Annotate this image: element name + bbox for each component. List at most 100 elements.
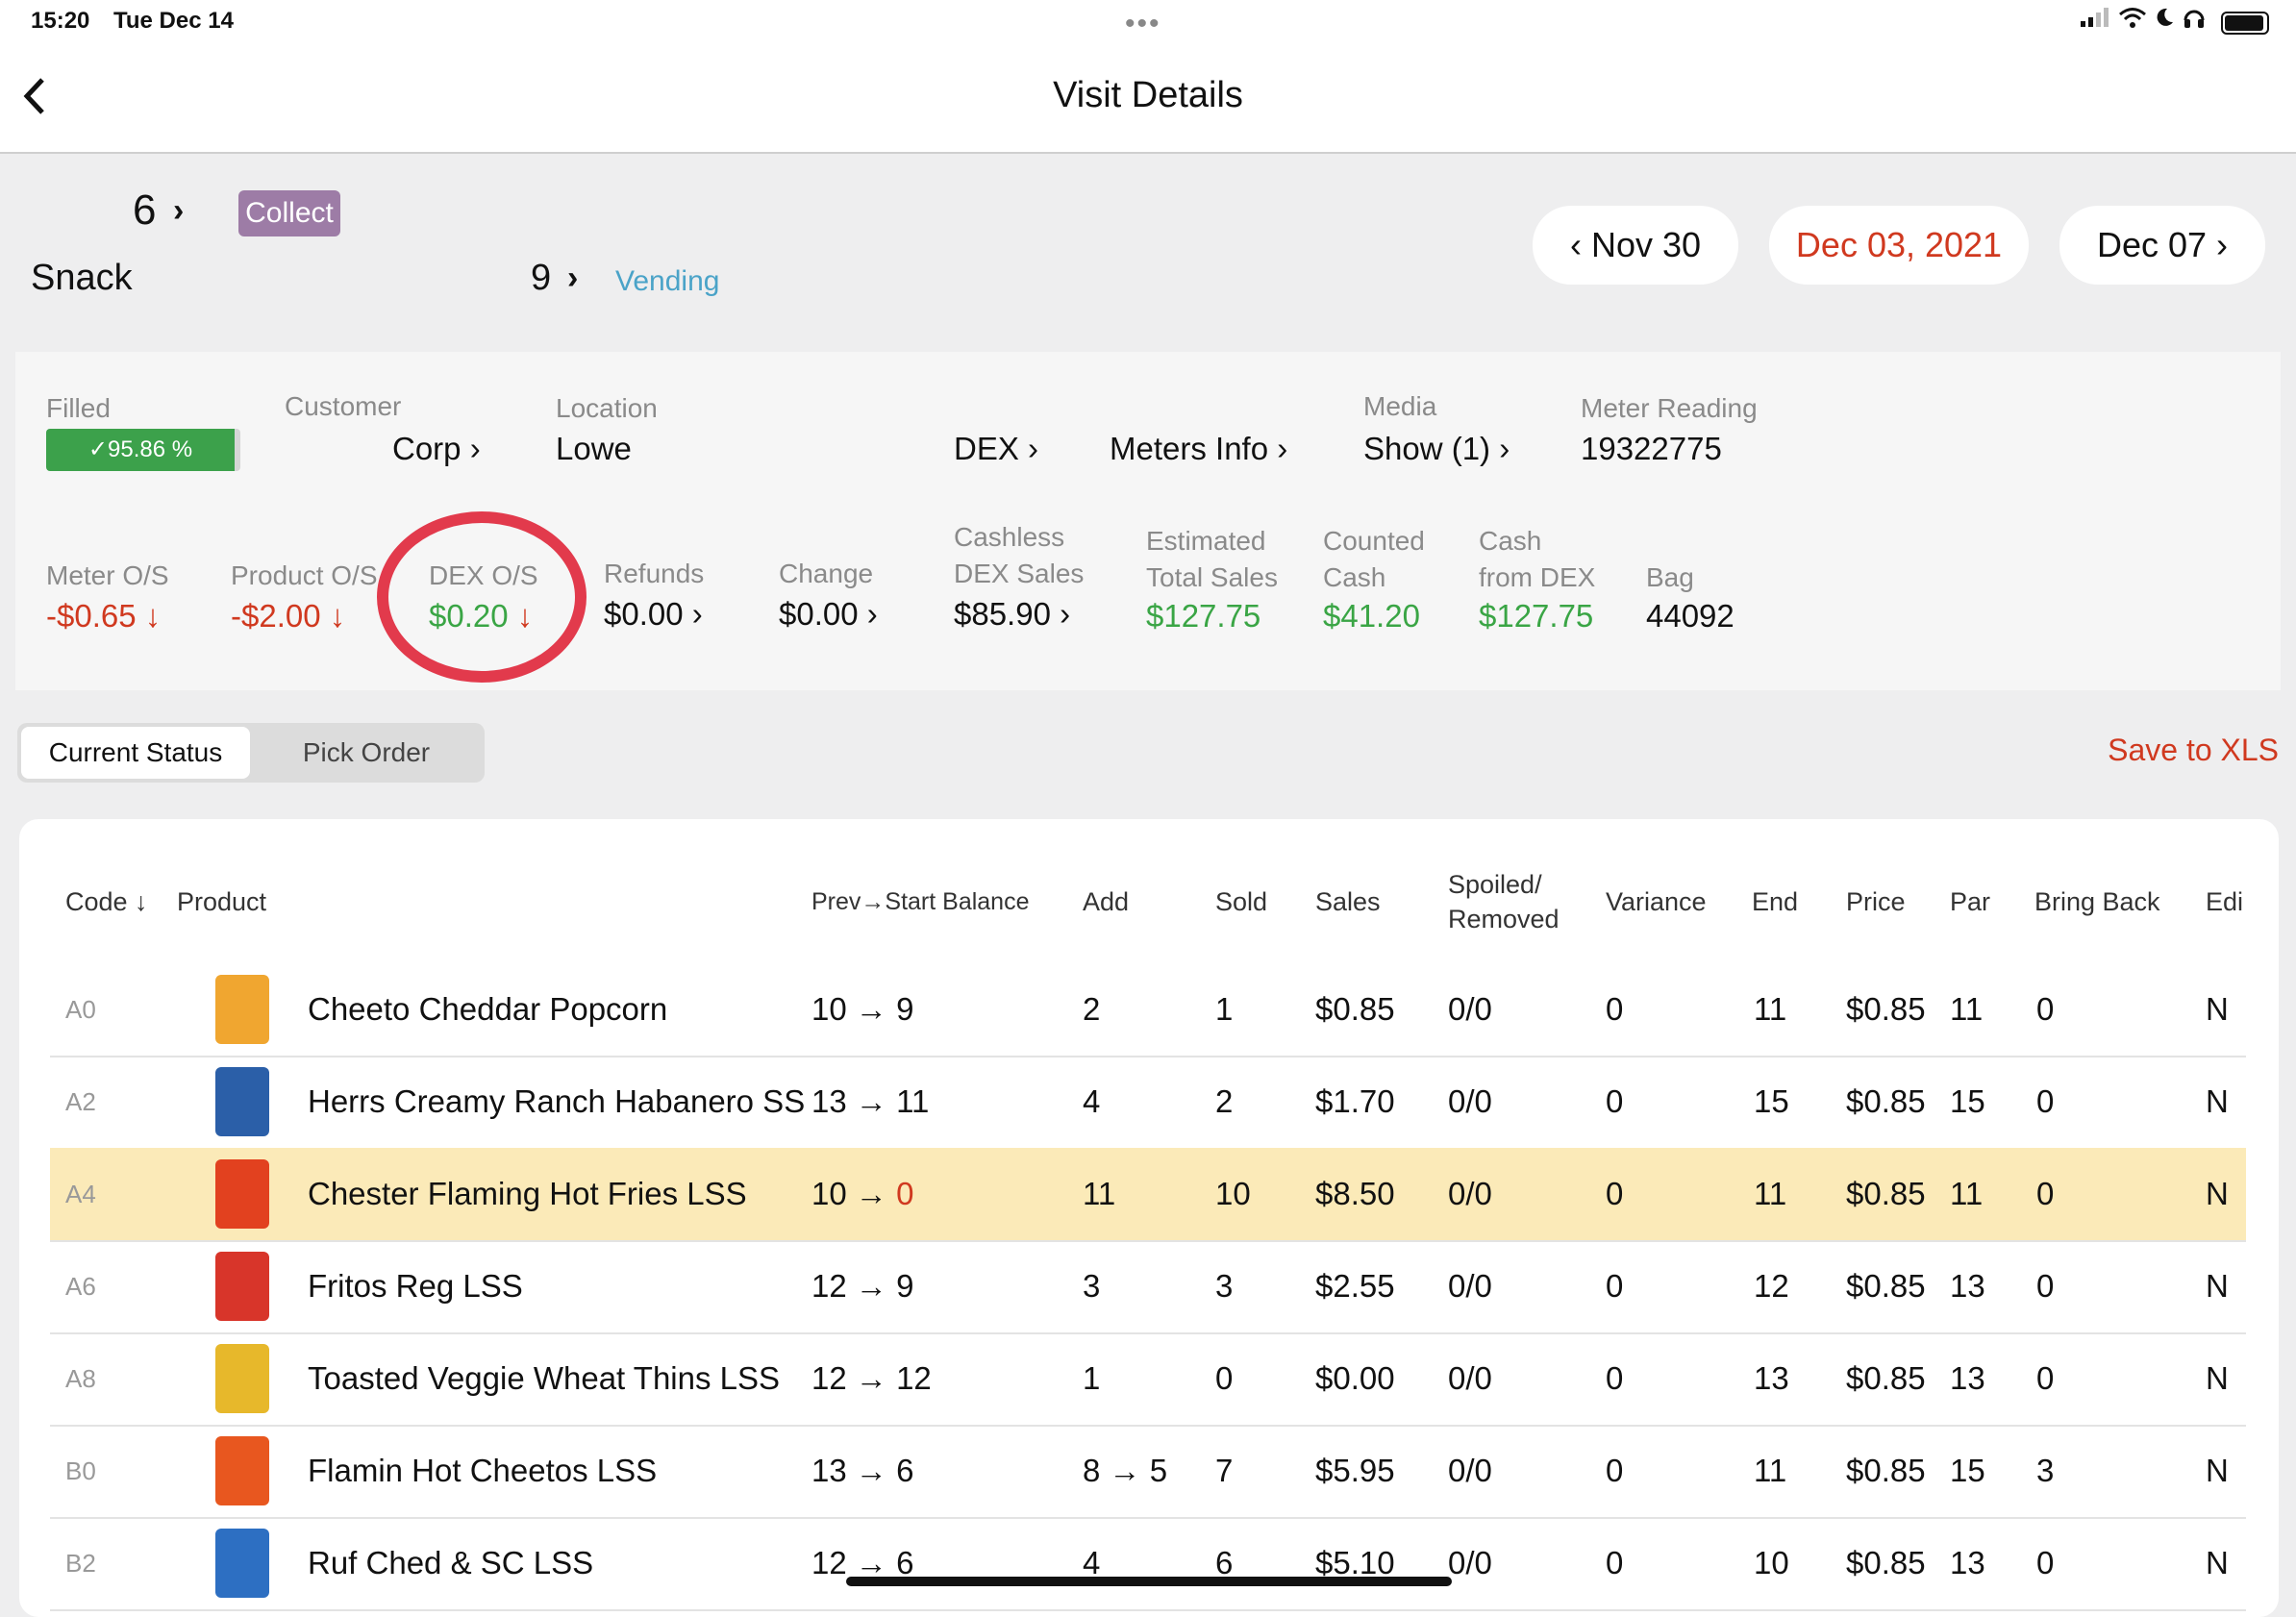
counted-label-1: Counted (1323, 526, 1425, 556)
cell-end: 11 (1754, 1176, 1787, 1211)
headphones-icon (2184, 10, 2205, 28)
wifi-icon (2119, 8, 2147, 28)
cell-code: B2 (65, 1549, 96, 1578)
table-row[interactable]: B2 Ruf Ched & SC LSS 12 → 6 4 6 $5.10 0/0 0 10 $0… (50, 1517, 2246, 1611)
arrow-right-icon: → (846, 1545, 897, 1580)
product-thumbnail (215, 1067, 269, 1136)
th-prev-start: Prev→Start Balance (811, 888, 1030, 915)
cell-end: 11 (1754, 991, 1787, 1027)
cell-edit: N (2206, 1268, 2229, 1304)
change-value: $0.00 (779, 596, 859, 632)
route-number[interactable]: 6 (133, 187, 157, 234)
product-thumbnail (215, 975, 269, 1044)
location-label: Location (556, 393, 658, 423)
tab-current-status[interactable]: Current Status (21, 727, 250, 779)
cell-sales: $8.50 (1315, 1176, 1395, 1211)
meter-os-value[interactable]: -$0.65 ↓ (46, 598, 161, 634)
cell-edit: N (2206, 1176, 2229, 1211)
cell-prev: 12 → 6 (811, 1517, 913, 1609)
table-row[interactable]: A8 Toasted Veggie Wheat Thins LSS 12 → 12 1… (50, 1332, 2246, 1427)
cell-sales: $1.70 (1315, 1083, 1395, 1119)
meters-info-label: Meters Info (1110, 431, 1269, 466)
cell-price: $0.85 (1846, 1360, 1926, 1396)
product-os-value[interactable]: -$2.00 ↓ (231, 598, 345, 634)
cell-bring-back: 0 (2036, 1176, 2055, 1211)
cell-code: A6 (65, 1272, 96, 1301)
multitask-dots-icon[interactable]: ••• (1125, 8, 1161, 39)
cell-spoiled: 0/0 (1448, 991, 1492, 1027)
arrow-right-icon: → (846, 1453, 897, 1488)
product-os-label: Product O/S (231, 560, 378, 590)
chevron-right-icon: › (1060, 596, 1071, 632)
arrow-right-icon: → (846, 1176, 897, 1211)
chevron-right-icon: › (1277, 431, 1288, 466)
save-to-xls-button[interactable]: Save to XLS (2108, 733, 2279, 767)
cell-sold: 2 (1215, 1083, 1234, 1119)
start-balance: 6 (896, 1545, 914, 1580)
top-bar: 15:20 Tue Dec 14 ••• Visit Details (0, 0, 2296, 154)
prev-balance: 12 (811, 1268, 847, 1304)
cell-variance: 0 (1606, 1453, 1624, 1488)
counted-value: $41.20 (1323, 598, 1420, 634)
cell-prev: 13 → 11 (811, 1056, 929, 1148)
table-row[interactable]: A4 Chester Flaming Hot Fries LSS 10 → 0 11 1… (50, 1148, 2246, 1242)
table-row[interactable]: A0 Cheeto Cheddar Popcorn 10 → 9 2 1 $0.85 0/0… (50, 963, 2246, 1057)
location-value: Lowe (556, 431, 632, 466)
cell-add: 4 (1083, 1545, 1101, 1580)
page-title: Visit Details (1053, 75, 1243, 115)
table-row[interactable]: A6 Fritos Reg LSS 12 → 9 3 3 $2.55 0/0 0 12 $0.85… (50, 1240, 2246, 1334)
th-add: Add (1083, 887, 1130, 916)
cell-spoiled: 0/0 (1448, 1083, 1492, 1119)
cell-spoiled: 0/0 (1448, 1453, 1492, 1488)
meters-info-link[interactable]: Meters Info › (1110, 431, 1287, 467)
cell-variance: 0 (1606, 1176, 1624, 1211)
cell-product: Toasted Veggie Wheat Thins LSS (308, 1360, 781, 1396)
machine-type: Vending (615, 265, 720, 297)
next-visit-button[interactable]: Dec 07 › (2059, 206, 2265, 285)
cell-prev: 12 → 12 (811, 1332, 932, 1425)
home-indicator[interactable] (846, 1577, 1452, 1586)
cell-end: 11 (1754, 1453, 1787, 1488)
cell-edit: N (2206, 1453, 2229, 1488)
refunds-link[interactable]: $0.00 › (604, 596, 703, 633)
filled-label: Filled (46, 393, 111, 423)
cell-code: A8 (65, 1364, 96, 1393)
machine-number[interactable]: 9 (531, 258, 552, 298)
cell-add: 1 (1083, 1360, 1101, 1396)
cashless-link[interactable]: $85.90 › (954, 596, 1070, 633)
annotation-circle (377, 511, 586, 683)
cell-variance: 0 (1606, 1268, 1624, 1304)
cell-price: $0.85 (1846, 1083, 1926, 1119)
th-code[interactable]: Code ↓ (65, 887, 148, 916)
machine-chevron-icon: › (567, 260, 579, 296)
start-balance: 0 (896, 1176, 914, 1211)
change-label: Change (779, 559, 874, 588)
cell-bring-back: 0 (2036, 1360, 2055, 1396)
cell-bring-back: 0 (2036, 991, 2055, 1027)
customer-value: Corp (392, 431, 462, 466)
arrow-right-icon: → (846, 1083, 897, 1119)
cell-sales: $0.00 (1315, 1360, 1395, 1396)
table-row[interactable]: B0 Flamin Hot Cheetos LSS 13 → 6 8 → 5 7 $5.9… (50, 1425, 2246, 1519)
collect-badge: Collect (238, 190, 340, 236)
tab-pick-order[interactable]: Pick Order (302, 737, 431, 767)
cell-product: Flamin Hot Cheetos LSS (308, 1453, 658, 1488)
dex-link[interactable]: DEX › (954, 431, 1038, 467)
prev-visit-button[interactable]: ‹ Nov 30 (1533, 206, 1738, 285)
meter-reading-label: Meter Reading (1581, 393, 1758, 423)
back-button[interactable] (21, 75, 48, 127)
customer-link[interactable]: Corp › (392, 431, 481, 467)
status-date: Tue Dec 14 (113, 8, 234, 34)
cell-edit: N (2206, 1360, 2229, 1396)
cell-sales: $2.55 (1315, 1268, 1395, 1304)
table-row[interactable]: A2 Herrs Creamy Ranch Habanero SS 13 → 11 4… (50, 1056, 2246, 1150)
current-visit-date[interactable]: Dec 03, 2021 (1769, 206, 2029, 285)
change-link[interactable]: $0.00 › (779, 596, 878, 633)
cash-dex-label-2: from DEX (1479, 562, 1596, 592)
th-spoiled-1: Spoiled/ (1448, 870, 1542, 899)
arrow-right-icon: → (846, 1360, 897, 1396)
cell-end: 13 (1754, 1360, 1789, 1396)
cell-par: 11 (1950, 991, 1984, 1027)
cell-edit: N (2206, 991, 2229, 1027)
media-link[interactable]: Show (1) › (1363, 431, 1510, 467)
